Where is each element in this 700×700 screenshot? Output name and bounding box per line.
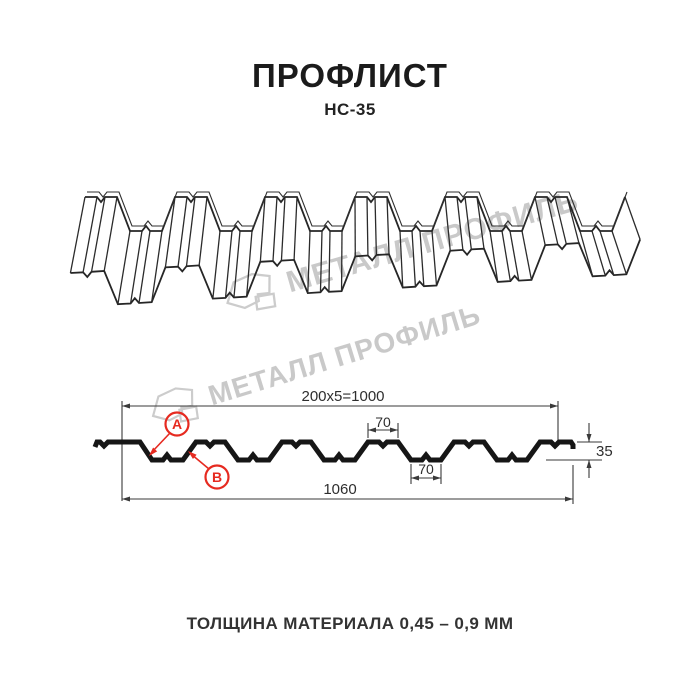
material-thickness-note: ТОЛЩИНА МАТЕРИАЛА 0,45 – 0,9 ММ (186, 614, 514, 633)
callout-b-marker: В (204, 464, 230, 490)
dim-valley-width-label: 70 (418, 461, 434, 477)
profile-cross-section (92, 439, 576, 463)
dim-overall-width-label: 1060 (323, 481, 356, 498)
profile-model-label: НС-35 (324, 100, 376, 119)
dim-useful-width-label: 200x5=1000 (302, 388, 385, 405)
dim-crest-width-label: 70 (375, 414, 391, 430)
callout-arrows (149, 432, 210, 470)
metall-profil-logo-icon (226, 272, 277, 311)
page-title: ПРОФЛИСТ (252, 57, 448, 94)
watermark: МЕТАЛЛ ПРОФИЛЬ (218, 180, 584, 322)
dim-height-label: 35 (596, 443, 613, 460)
callout-a-marker: А (164, 411, 190, 437)
profile-3d-view (69, 191, 641, 306)
callout-a-label: А (172, 416, 182, 432)
dimension-lines (121, 401, 602, 504)
callout-b-label: В (212, 469, 222, 485)
